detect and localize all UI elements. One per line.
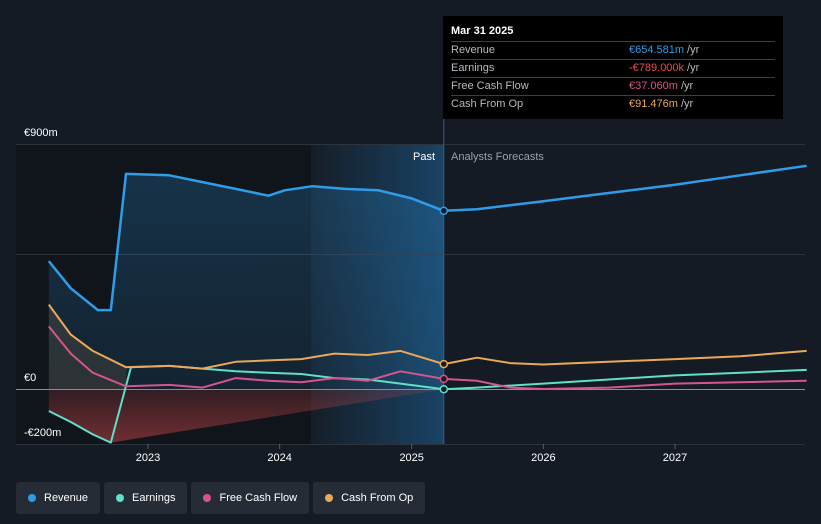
tooltip-value: €91.476m: [629, 98, 678, 110]
free-cash-flow-line: [48, 325, 807, 390]
tooltip-unit: /yr: [680, 80, 694, 92]
revenue-line: [47, 164, 807, 312]
tooltip-value: €37.060m: [629, 80, 678, 92]
tooltip-value: €654.581m: [629, 44, 685, 56]
legend-item-cash-from-op[interactable]: Cash From Op: [313, 482, 426, 514]
legend-dot-icon: [203, 494, 212, 502]
revenue-highlight-point: [439, 206, 449, 216]
legend: Revenue Earnings Free Cash Flow Cash From O…: [16, 482, 426, 514]
free-cash-flow-highlight-point: [439, 374, 449, 384]
earnings-line: [48, 364, 807, 444]
legend-item-earnings[interactable]: Earnings: [104, 482, 188, 514]
x-tick-label-2023: 2023: [136, 452, 160, 464]
x-tick-label-2026: 2026: [531, 452, 555, 464]
legend-dot-icon: [116, 494, 125, 502]
tooltip-label: Free Cash Flow: [451, 80, 529, 92]
tooltip-unit: /yr: [687, 62, 700, 74]
cash-from-op-line: [47, 304, 807, 370]
tooltip-row-revenue: Revenue €654.581m/yr: [451, 41, 775, 59]
cash-from-op-area: [48, 304, 126, 389]
x-tick-label-2027: 2027: [663, 452, 687, 464]
tooltip-unit: /yr: [687, 44, 700, 56]
cash-from-op-highlight-point: [439, 359, 449, 369]
tooltip-panel: Mar 31 2025 Revenue €654.581m/yr Earnings -…: [443, 16, 783, 119]
revenue-area: [48, 173, 444, 389]
y-tick-label-max: €900m: [24, 127, 58, 139]
tooltip-row-earnings: Earnings -€789.000k/yr: [451, 59, 775, 77]
tooltip-label: Cash From Op: [451, 98, 524, 110]
y-tick-label-zero: €0: [24, 372, 36, 384]
tooltip-value: -€789.000k: [629, 62, 685, 74]
legend-label: Cash From Op: [341, 492, 414, 504]
tooltip-label: Earnings: [451, 62, 495, 74]
legend-label: Earnings: [132, 492, 176, 504]
legend-dot-icon: [28, 494, 36, 502]
forecast-label: Analysts Forecasts: [451, 151, 544, 163]
tooltip-date: Mar 31 2025: [451, 25, 514, 37]
x-tick-label-2025: 2025: [399, 452, 423, 464]
earnings-negative-area: [48, 389, 456, 443]
earnings-highlight-point: [439, 384, 449, 394]
tooltip-row-free-cash-flow: Free Cash Flow €37.060m/yr: [451, 77, 775, 95]
legend-item-free-cash-flow[interactable]: Free Cash Flow: [191, 482, 310, 514]
tooltip-row-cash-from-op: Cash From Op €91.476m/yr: [451, 95, 775, 113]
legend-label: Free Cash Flow: [219, 492, 298, 504]
legend-label: Revenue: [44, 492, 89, 504]
past-label: Past: [413, 151, 435, 163]
x-tick-label-2024: 2024: [267, 452, 291, 464]
y-tick-label-min: -€200m: [24, 427, 61, 439]
tooltip-label: Revenue: [451, 44, 496, 56]
legend-item-revenue[interactable]: Revenue: [16, 482, 101, 514]
tooltip-unit: /yr: [680, 98, 694, 110]
legend-dot-icon: [325, 494, 334, 502]
